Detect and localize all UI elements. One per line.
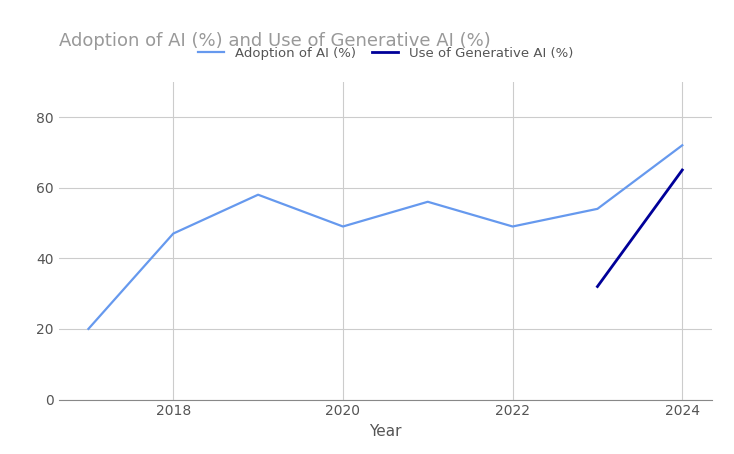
Use of Generative AI (%): [678, 167, 687, 173]
Text: Adoption of AI (%) and Use of Generative AI (%): Adoption of AI (%) and Use of Generative…: [59, 32, 490, 50]
Adoption of AI (%): [593, 206, 602, 212]
Line: Adoption of AI (%): Adoption of AI (%): [88, 145, 683, 329]
Adoption of AI (%): [508, 224, 517, 229]
X-axis label: Year: Year: [369, 424, 401, 439]
Use of Generative AI (%): [593, 284, 602, 289]
Adoption of AI (%): [254, 192, 263, 197]
Line: Use of Generative AI (%): Use of Generative AI (%): [597, 170, 683, 286]
Adoption of AI (%): [678, 143, 687, 148]
Adoption of AI (%): [169, 231, 178, 236]
Adoption of AI (%): [338, 224, 347, 229]
Adoption of AI (%): [84, 326, 92, 331]
Legend: Adoption of AI (%), Use of Generative AI (%): Adoption of AI (%), Use of Generative AI…: [197, 47, 573, 60]
Adoption of AI (%): [424, 199, 432, 204]
